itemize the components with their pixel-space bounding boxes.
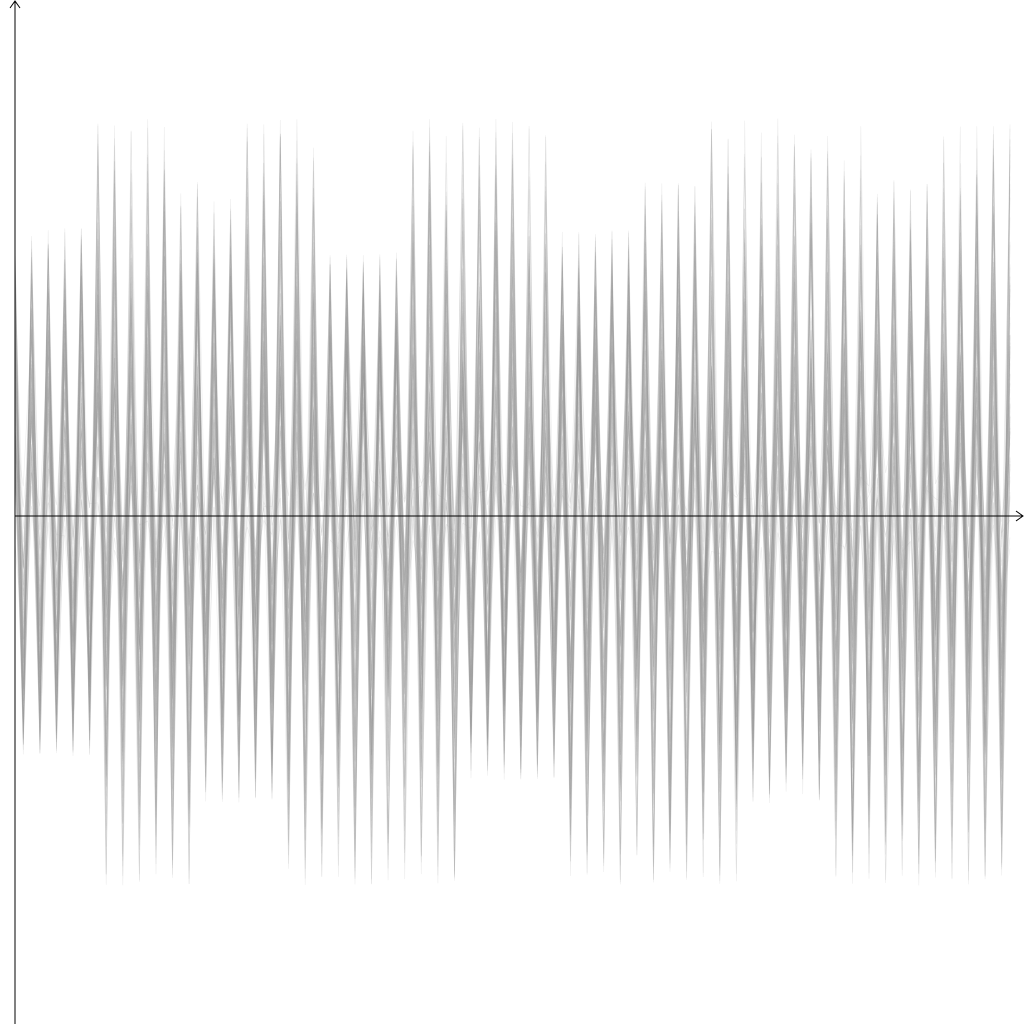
series-line-41: [14, 312, 1011, 732]
series-line-42: [14, 320, 1011, 692]
series-line-63: [14, 118, 1011, 880]
series-line-58: [14, 268, 1011, 745]
series-line-13: [14, 240, 1011, 781]
series-line-34: [14, 149, 1011, 885]
series-line-18: [14, 271, 1011, 776]
series-line-46: [14, 192, 1011, 837]
series-line-7: [14, 300, 1011, 736]
series-line-4: [14, 143, 1011, 875]
series-line-53: [14, 121, 1011, 863]
series-line-72: [14, 222, 1011, 764]
series-line-28: [14, 305, 1011, 709]
series-line-15: [14, 194, 1011, 841]
y-axis-arrow: [9, 0, 21, 9]
series-line-38: [14, 162, 1011, 886]
series-line-60: [14, 304, 1011, 711]
series-line-24: [14, 121, 1011, 884]
series-line-62: [14, 145, 1011, 847]
series-line-59: [14, 120, 1011, 878]
series-line-17: [14, 124, 1011, 881]
series-line-73: [14, 332, 1011, 694]
series-line-32: [14, 351, 1011, 667]
series-line-69: [14, 148, 1011, 882]
series-line-51: [14, 245, 1011, 783]
series-line-44: [14, 301, 1011, 718]
series-line-79: [14, 131, 1011, 881]
series-line-35: [14, 126, 1011, 885]
series-line-67: [14, 119, 1011, 884]
series-line-75: [14, 192, 1011, 843]
series-line-50: [14, 254, 1011, 780]
series-line-66: [14, 127, 1011, 878]
series-line-40: [14, 296, 1011, 746]
series-line-22: [14, 123, 1011, 876]
series-line-54: [14, 294, 1011, 712]
series-line-16: [14, 202, 1011, 822]
series-line-25: [14, 239, 1011, 792]
axes: [9, 0, 1024, 1024]
series-line-65: [14, 135, 1011, 884]
series-line-9: [14, 133, 1011, 884]
series-line-45: [14, 315, 1011, 700]
series-line-29: [14, 273, 1011, 761]
series-line-56: [14, 129, 1011, 884]
series-line-26: [14, 139, 1011, 876]
series-line-55: [14, 118, 1011, 880]
series-line-5: [14, 323, 1011, 721]
series-line-37: [14, 119, 1011, 885]
series-line-43: [14, 156, 1011, 881]
series-line-27: [14, 198, 1011, 824]
series-line-49: [14, 224, 1011, 789]
series-line-23: [14, 324, 1011, 696]
series-line-20: [14, 171, 1011, 885]
series-group: [14, 118, 1011, 886]
series-line-10: [14, 146, 1011, 883]
series-line-30: [14, 126, 1011, 866]
series-line-71: [14, 126, 1011, 870]
series-line-33: [14, 145, 1011, 883]
series-line-70: [14, 217, 1011, 820]
series-line-76: [14, 119, 1011, 848]
series-line-2: [14, 267, 1011, 757]
series-line-52: [14, 180, 1011, 885]
series-line-8: [14, 252, 1011, 782]
series-line-14: [14, 245, 1011, 790]
series-line-3: [14, 127, 1011, 882]
series-line-6: [14, 190, 1011, 815]
series-line-48: [14, 153, 1011, 886]
series-line-21: [14, 338, 1011, 710]
series-line-68: [14, 149, 1011, 876]
series-line-61: [14, 124, 1011, 878]
series-line-78: [14, 364, 1011, 685]
series-line-74: [14, 298, 1011, 723]
series-line-80: [14, 227, 1011, 807]
series-line-11: [14, 125, 1011, 885]
x-axis-arrow: [1015, 510, 1024, 522]
series-line-39: [14, 125, 1011, 877]
series-line-1: [14, 150, 1011, 874]
series-line-31: [14, 266, 1011, 757]
series-line-36: [14, 154, 1011, 879]
series-line-12: [14, 256, 1011, 774]
series-line-47: [14, 312, 1011, 715]
series-line-64: [14, 129, 1011, 885]
series-line-19: [14, 259, 1011, 802]
series-line-57: [14, 125, 1011, 880]
series-line-77: [14, 136, 1011, 879]
